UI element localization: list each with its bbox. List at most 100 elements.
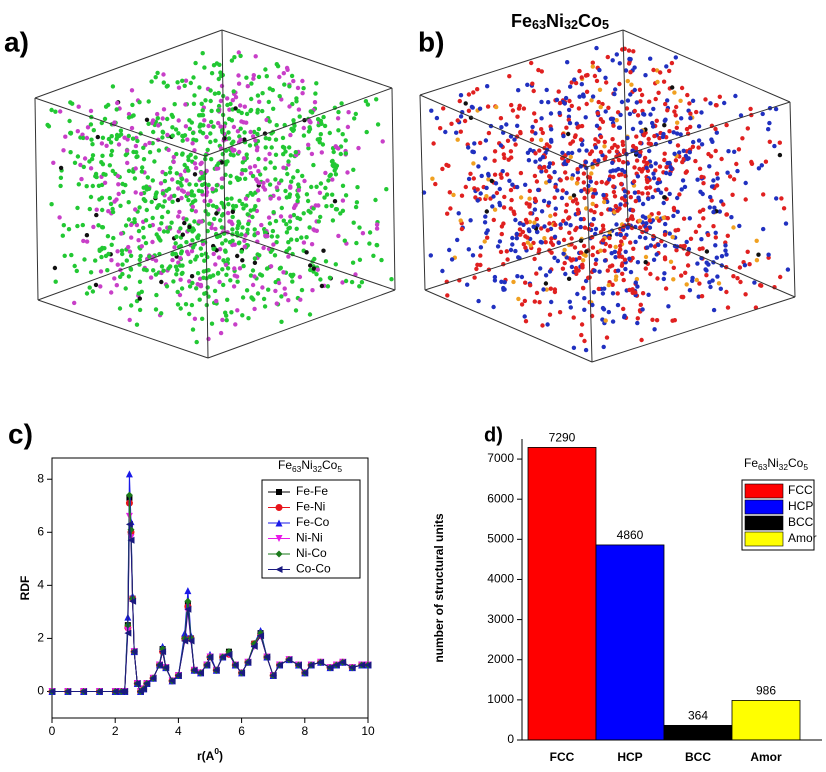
atom xyxy=(352,116,356,120)
atom xyxy=(584,160,588,164)
atom xyxy=(493,275,497,279)
atom xyxy=(537,148,541,152)
atom xyxy=(561,252,565,256)
atom xyxy=(595,79,599,83)
atom xyxy=(486,104,490,108)
atom xyxy=(192,102,196,106)
atom xyxy=(198,129,202,133)
atom xyxy=(99,255,103,259)
atom xyxy=(186,252,190,256)
atom xyxy=(192,219,196,223)
atom xyxy=(642,159,646,163)
atom xyxy=(688,116,692,120)
atom xyxy=(509,103,513,107)
atom xyxy=(274,153,278,157)
atom xyxy=(654,97,658,101)
atom xyxy=(246,222,250,226)
atom xyxy=(371,254,375,258)
atom xyxy=(243,105,247,109)
marker xyxy=(276,504,283,511)
atom xyxy=(612,92,616,96)
atom xyxy=(641,202,645,206)
atom xyxy=(552,256,556,260)
atom xyxy=(142,197,146,201)
atom xyxy=(75,224,79,228)
atom xyxy=(123,183,127,187)
atom xyxy=(532,257,536,261)
atom xyxy=(620,272,624,276)
atom xyxy=(628,92,632,96)
atom xyxy=(582,244,586,248)
atom xyxy=(707,164,711,168)
atom xyxy=(140,165,144,169)
atom xyxy=(662,201,666,205)
atom xyxy=(194,209,198,213)
atom xyxy=(643,73,647,77)
atom xyxy=(237,221,241,225)
atom xyxy=(176,131,180,135)
atom xyxy=(283,149,287,153)
atom xyxy=(523,246,527,250)
atom xyxy=(643,216,647,220)
atom xyxy=(312,257,316,261)
atom xyxy=(645,245,649,249)
atom xyxy=(506,139,510,143)
atom xyxy=(141,146,145,150)
atom xyxy=(668,165,672,169)
structure-title: Fe63Ni32Co5 xyxy=(511,11,609,33)
atom xyxy=(251,283,255,287)
atom xyxy=(505,249,509,253)
atom xyxy=(257,75,261,79)
atom xyxy=(91,225,95,229)
atom xyxy=(513,218,517,222)
atom xyxy=(672,206,676,210)
atom xyxy=(485,84,489,88)
atom xyxy=(273,289,277,293)
atom xyxy=(237,82,241,86)
atom xyxy=(614,278,618,282)
x-tick-label: 0 xyxy=(49,724,56,738)
atom xyxy=(138,296,142,300)
atom xyxy=(685,169,689,173)
atom xyxy=(229,310,233,314)
atom xyxy=(379,258,383,262)
atom xyxy=(647,215,651,219)
atom xyxy=(90,142,94,146)
atom xyxy=(230,118,234,122)
atom xyxy=(98,249,102,253)
atom xyxy=(731,225,735,229)
atom xyxy=(513,142,517,146)
atom xyxy=(165,284,169,288)
atom xyxy=(273,253,277,257)
atom xyxy=(688,150,692,154)
atom xyxy=(170,177,174,181)
atom xyxy=(567,231,571,235)
atom xyxy=(695,278,699,282)
atom xyxy=(197,85,201,89)
atom xyxy=(478,263,482,267)
atom xyxy=(483,239,487,243)
atom xyxy=(389,277,393,281)
atom xyxy=(744,197,748,201)
atom xyxy=(664,286,668,290)
atom xyxy=(137,229,141,233)
atom xyxy=(268,160,272,164)
atom xyxy=(69,253,73,257)
atom xyxy=(564,191,568,195)
atom xyxy=(319,122,323,126)
atom xyxy=(99,269,103,273)
atom xyxy=(100,208,104,212)
atom xyxy=(591,195,595,199)
atom xyxy=(527,197,531,201)
text-part: Co xyxy=(322,458,338,472)
atom xyxy=(475,87,479,91)
atom xyxy=(193,61,197,65)
atom xyxy=(274,219,278,223)
atom xyxy=(127,134,131,138)
atom xyxy=(467,177,471,181)
atom xyxy=(307,125,311,129)
atom xyxy=(104,144,108,148)
atom xyxy=(91,289,95,293)
atom xyxy=(188,260,192,264)
subscript: 32 xyxy=(564,18,578,32)
